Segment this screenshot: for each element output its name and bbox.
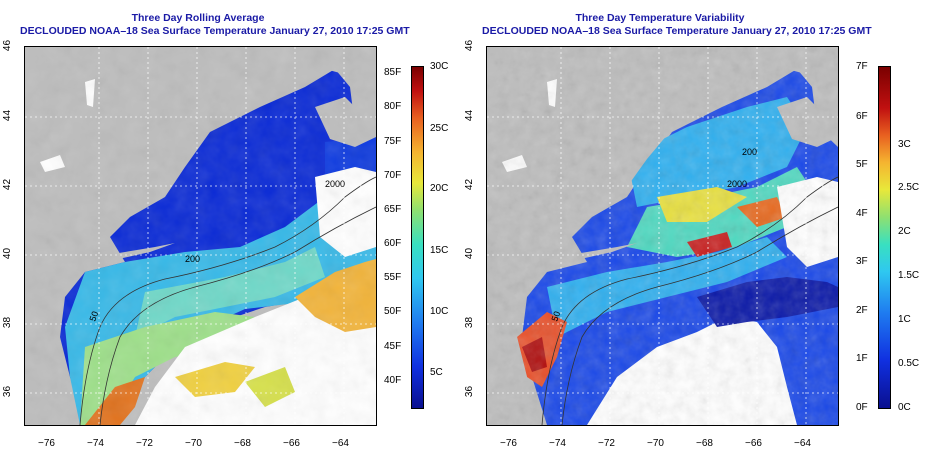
right-ytick-36: 36 xyxy=(464,385,476,398)
right-ytick-46: 46 xyxy=(464,39,476,52)
contour-label-2000: 2000 xyxy=(727,179,747,189)
right-cb-4F: 4F xyxy=(856,208,868,219)
right-xtick-70: −70 xyxy=(647,438,664,449)
right-cb-3F: 3F xyxy=(856,256,868,267)
right-cb-7F: 7F xyxy=(856,61,868,72)
left-cb-10C: 10C xyxy=(430,306,449,317)
right-variability-map: 200 2000 50 xyxy=(486,46,839,426)
right-title-line2: DECLOUDED NOAA–18 Sea Surface Temperatur… xyxy=(482,25,872,37)
right-ytick-38: 38 xyxy=(464,316,476,329)
left-sst-map: 2000 200 50 xyxy=(24,46,377,426)
left-cb-50F: 50F xyxy=(384,306,402,317)
left-xtick-68: −68 xyxy=(234,438,251,449)
left-cb-60F: 60F xyxy=(384,238,402,249)
left-ytick-46: 46 xyxy=(2,39,14,52)
left-xtick-76: −76 xyxy=(38,438,55,449)
contour-label-200: 200 xyxy=(185,254,200,264)
left-cb-85F: 85F xyxy=(384,67,402,78)
left-ytick-40: 40 xyxy=(2,247,14,260)
right-cb-2F: 2F xyxy=(856,305,868,316)
right-xtick-74: −74 xyxy=(549,438,566,449)
left-cb-70F: 70F xyxy=(384,170,402,181)
left-cb-75F: 75F xyxy=(384,136,402,147)
right-cb-5F: 5F xyxy=(856,159,868,170)
right-xtick-64: −64 xyxy=(794,438,811,449)
right-cb-1.5C: 1.5C xyxy=(898,270,920,281)
right-cb-1C: 1C xyxy=(898,314,911,325)
contour-label-2000: 2000 xyxy=(325,179,345,189)
contour-label-50: 50 xyxy=(549,310,562,323)
left-xtick-74: −74 xyxy=(87,438,104,449)
left-cb-30C: 30C xyxy=(430,61,449,72)
left-cb-25C: 25C xyxy=(430,123,449,134)
right-title-line1: Three Day Temperature Variability xyxy=(575,12,745,24)
left-ytick-42: 42 xyxy=(2,178,14,191)
left-ytick-38: 38 xyxy=(2,316,14,329)
right-cb-0C: 0C xyxy=(898,402,911,413)
left-cb-65F: 65F xyxy=(384,204,402,215)
right-variability-colorbar xyxy=(878,66,891,409)
left-xtick-72: −72 xyxy=(136,438,153,449)
left-cb-80F: 80F xyxy=(384,101,402,112)
right-ytick-44: 44 xyxy=(464,109,476,122)
right-cb-2C: 2C xyxy=(898,226,911,237)
right-xtick-66: −66 xyxy=(745,438,762,449)
left-cb-40F: 40F xyxy=(384,375,402,386)
left-ytick-36: 36 xyxy=(2,385,14,398)
right-ytick-42: 42 xyxy=(464,178,476,191)
left-cb-15C: 15C xyxy=(430,245,449,256)
left-cb-5C: 5C xyxy=(430,367,443,378)
left-xtick-64: −64 xyxy=(332,438,349,449)
right-xtick-72: −72 xyxy=(598,438,615,449)
left-xtick-66: −66 xyxy=(283,438,300,449)
left-title-line1: Three Day Rolling Average xyxy=(131,12,265,24)
left-temperature-colorbar xyxy=(411,66,424,409)
left-ytick-44: 44 xyxy=(2,109,14,122)
right-cb-0.5C: 0.5C xyxy=(898,358,920,369)
right-cb-2.5C: 2.5C xyxy=(898,182,920,193)
right-xtick-76: −76 xyxy=(500,438,517,449)
left-title-line2: DECLOUDED NOAA–18 Sea Surface Temperatur… xyxy=(20,25,410,37)
left-cb-55F: 55F xyxy=(384,272,402,283)
right-cb-0F: 0F xyxy=(856,402,868,413)
right-cb-3C: 3C xyxy=(898,139,911,150)
right-cb-6F: 6F xyxy=(856,111,868,122)
left-xtick-70: −70 xyxy=(185,438,202,449)
left-cb-45F: 45F xyxy=(384,341,402,352)
left-cb-20C: 20C xyxy=(430,183,449,194)
contour-label-200: 200 xyxy=(742,147,757,157)
right-ytick-40: 40 xyxy=(464,247,476,260)
contour-label-50: 50 xyxy=(87,310,100,323)
right-cb-1F: 1F xyxy=(856,353,868,364)
right-xtick-68: −68 xyxy=(696,438,713,449)
